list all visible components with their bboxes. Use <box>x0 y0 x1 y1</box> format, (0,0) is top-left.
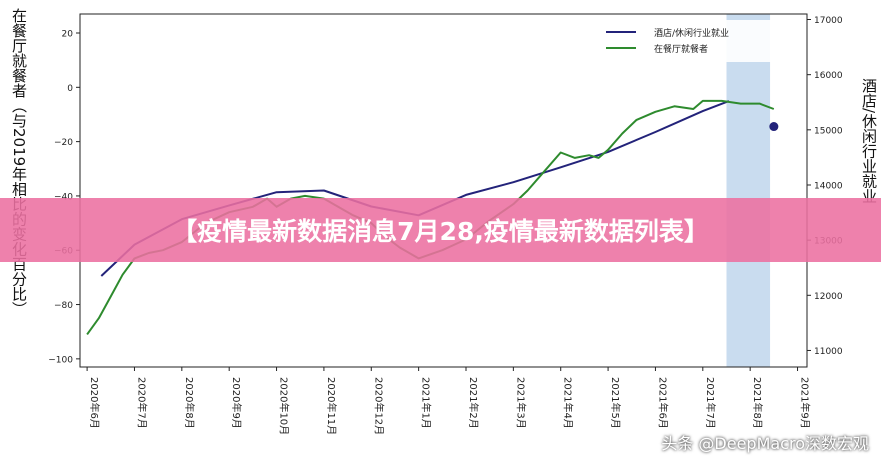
x-tick-label-6: 2020年12月 <box>372 377 385 435</box>
x-tick-label-8: 2021年2月 <box>467 377 480 429</box>
x-tick-label-14: 2021年8月 <box>751 377 764 429</box>
legend-box <box>596 20 786 62</box>
x-tick-label-1: 2020年7月 <box>135 377 148 429</box>
highlight-band <box>726 14 771 367</box>
highlight-band-layer <box>726 14 771 367</box>
right-tick-label-3: 14000 <box>814 181 843 191</box>
legend-label-employment: 酒店/休闲行业就业 <box>654 27 729 39</box>
left-tick-label-1: 0 <box>67 84 73 94</box>
left-tick-label-3: −40 <box>54 192 73 202</box>
right-tick-label-5: 12000 <box>814 292 843 302</box>
right-tick-label-6: 11000 <box>814 347 843 357</box>
x-tick-label-9: 2021年3月 <box>514 377 527 429</box>
x-tick-label-13: 2021年7月 <box>704 377 717 429</box>
x-tick-label-2: 2020年8月 <box>183 377 196 429</box>
right-y-axis: 17000160001500014000130001200011000 <box>807 16 843 357</box>
left-tick-label-0: 20 <box>62 30 74 40</box>
right-tick-label-0: 17000 <box>814 16 843 26</box>
x-tick-label-11: 2021年5月 <box>609 377 622 429</box>
right-axis-title: 酒店/休闲行业就业 <box>860 78 878 204</box>
right-tick-label-1: 16000 <box>814 71 843 81</box>
x-tick-label-7: 2021年1月 <box>420 377 433 429</box>
x-tick-label-3: 2020年9月 <box>230 377 243 429</box>
legend-label-dining: 在餐厅就餐者 <box>654 43 708 55</box>
legend: 酒店/休闲行业就业 在餐厅就餐者 <box>596 20 786 62</box>
left-tick-label-5: −80 <box>54 301 73 311</box>
headline-text: 【疫情最新数据消息7月28,疫情最新数据列表】 <box>172 217 709 246</box>
x-tick-label-10: 2021年4月 <box>562 377 575 429</box>
series-point-1-0 <box>769 122 779 132</box>
x-tick-label-12: 2021年6月 <box>656 377 669 429</box>
x-axis: 2020年6月 2020年7月 2020年8月 2020年9月 2020年10月 2020… <box>86 367 812 435</box>
x-tick-label-4: 2020年10月 <box>278 377 291 435</box>
plot-frame <box>79 13 808 368</box>
right-tick-label-2: 15000 <box>814 126 843 136</box>
headline-banner: 【疫情最新数据消息7月28,疫情最新数据列表】 <box>0 198 881 262</box>
x-tick-label-15: 2021年9月 <box>799 377 812 429</box>
x-tick-label-5: 2020年11月 <box>325 377 338 435</box>
watermark: 头条 @DeepMacro深数宏观 <box>661 434 869 453</box>
left-tick-label-6: −100 <box>48 355 73 365</box>
left-tick-label-2: −20 <box>54 138 73 148</box>
x-tick-label-0: 2020年6月 <box>88 377 101 429</box>
left-axis-title: 在餐厅就餐者（与2019年相比的变化百分比） <box>10 8 28 317</box>
